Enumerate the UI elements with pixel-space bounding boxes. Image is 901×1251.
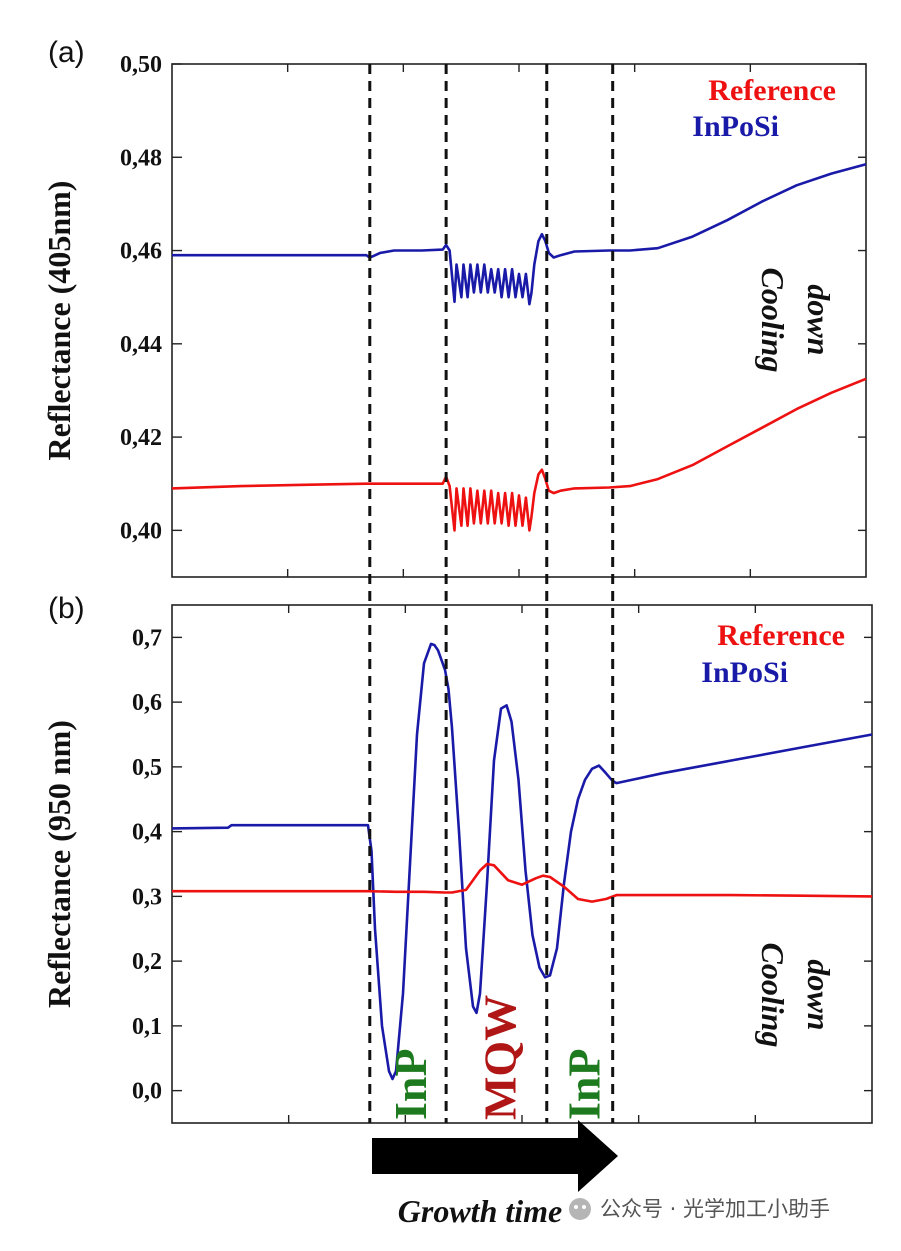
growth-arrow: [372, 1120, 618, 1192]
y-tick-label: 0,44: [120, 332, 162, 358]
y-axis-label: Reflectance (405nm): [41, 181, 77, 461]
legend-reference: Reference: [708, 74, 836, 107]
panel-b: (b) 0,0 0,1 0,2 0,3 0,4 0,5 0,6 0,7 Reflectance (…: [41, 592, 873, 1124]
panel-letter: (a): [48, 36, 85, 69]
legend-inposi: InPoSi: [692, 110, 779, 143]
panel-a: (a) 0,40 0,42 0,44 0,46 0,48 0,50 Reflectance (…: [41, 36, 867, 578]
y-axis-label: Reflectance (950 nm): [41, 720, 77, 1008]
y-tick-label: 0,4: [132, 820, 162, 846]
wechat-icon: [569, 1198, 591, 1220]
series-line-reference: [172, 862, 873, 903]
series-line-inposi: [172, 163, 867, 306]
cooling-label: Cooling: [755, 268, 791, 373]
cooling-label: Cooling: [755, 943, 791, 1048]
y-tick-label: 0,0: [132, 1079, 162, 1105]
phase-label-mqw: MQW: [474, 995, 525, 1120]
watermark-text: 公众号 · 光学加工小助手: [600, 1197, 830, 1221]
growth-time-indicator: Growth time: [372, 1120, 618, 1229]
y-tick-label: 0,42: [120, 425, 162, 451]
legend-reference: Reference: [717, 619, 845, 652]
growth-time-label: Growth time: [398, 1193, 562, 1229]
phase-boundaries: [368, 64, 615, 1123]
down-label: down: [801, 959, 837, 1030]
down-label: down: [801, 284, 837, 355]
phase-label-inp-2: InP: [558, 1048, 609, 1120]
y-tick-label: 0,48: [120, 145, 162, 171]
y-tick-label: 0,3: [132, 884, 162, 910]
y-tick-label: 0,46: [120, 239, 162, 265]
y-tick-label: 0,7: [132, 625, 162, 651]
legend-inposi: InPoSi: [701, 656, 788, 689]
y-tick-label: 0,5: [132, 755, 162, 781]
panel-letter: (b): [48, 592, 85, 625]
series-line-reference: [171, 377, 867, 532]
y-tick-label: 0,1: [132, 1014, 162, 1040]
y-tick-label: 0,50: [120, 52, 162, 78]
y-tick-label: 0,2: [132, 949, 162, 975]
phase-labels: InP MQW InP: [385, 995, 609, 1120]
y-tick-label: 0,40: [120, 518, 162, 544]
y-tick-label: 0,6: [132, 690, 162, 716]
series-line-inposi: [171, 642, 873, 1081]
watermark: 公众号 · 光学加工小助手: [569, 1197, 830, 1221]
phase-label-inp-1: InP: [385, 1048, 436, 1120]
